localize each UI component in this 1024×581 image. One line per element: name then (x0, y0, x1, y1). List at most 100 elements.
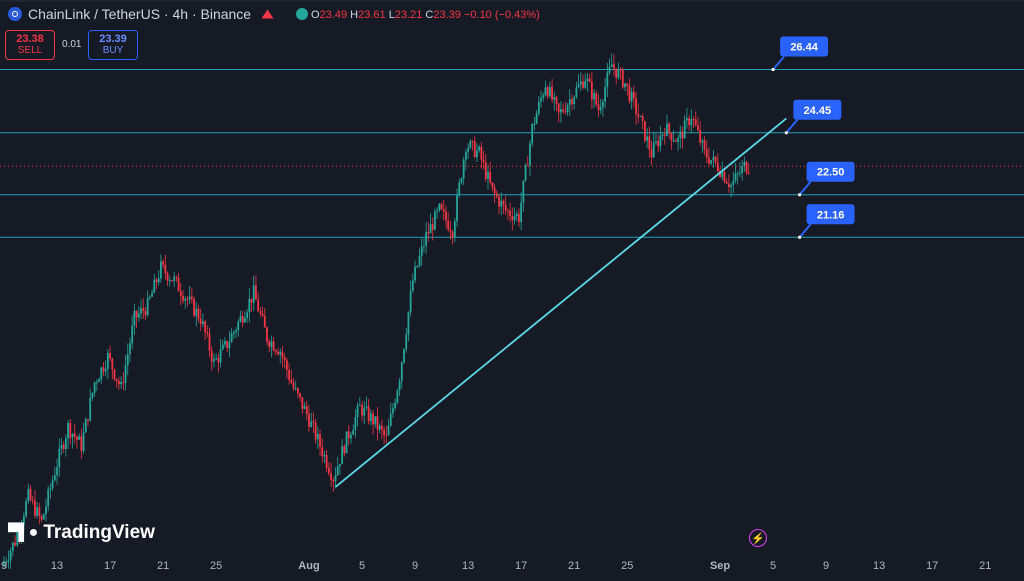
candle-body-2 (7, 560, 10, 562)
candle-body-139 (310, 421, 313, 427)
candle-body-284 (630, 91, 633, 102)
trendline (334, 117, 787, 488)
candle-body-141 (314, 422, 317, 440)
candle-body-195 (434, 211, 436, 230)
candle-body-80 (179, 291, 182, 296)
candle-body-203 (451, 232, 454, 238)
candle-body-274 (608, 67, 611, 73)
candle-body-106 (237, 321, 240, 331)
low-label: L (388, 9, 395, 21)
candle-body-73 (164, 264, 167, 274)
flag-icon[interactable] (261, 9, 274, 19)
candle-body-50 (113, 369, 116, 380)
level-anchor-dot-26.44 (771, 67, 775, 72)
candle-body-290 (644, 121, 646, 141)
candle-body-190 (423, 245, 425, 247)
close-value: 23.39 (433, 9, 461, 21)
buy-button[interactable]: 23.39 BUY (88, 30, 138, 60)
candle-body-175 (389, 413, 392, 426)
candle-body-318 (705, 149, 708, 158)
candle-body-24 (56, 467, 58, 476)
candle-body-153 (341, 446, 344, 465)
candle-body-233 (518, 213, 520, 223)
x-tick-label-2: 17 (104, 560, 116, 572)
candle-body-76 (171, 280, 173, 282)
candle-body-227 (504, 204, 507, 211)
candle-body-189 (420, 246, 423, 257)
candle-body-278 (617, 69, 620, 78)
candle-body-133 (297, 388, 299, 394)
candle-body-222 (493, 187, 496, 194)
candle-body-134 (299, 393, 302, 398)
candle-body-82 (184, 298, 187, 301)
candle-body-140 (312, 421, 315, 423)
candle-body-32 (73, 433, 76, 437)
candle-body-36 (82, 432, 85, 452)
candle-body-52 (118, 380, 120, 385)
horizontal-levels (0, 69, 1024, 238)
candle-body-167 (372, 413, 374, 425)
candle-body-58 (131, 325, 134, 344)
x-tick-label-17: 21 (979, 560, 991, 572)
candle-body-72 (162, 261, 165, 265)
x-tick-label-11: 25 (621, 560, 633, 572)
candle-body-193 (429, 224, 432, 234)
candle-body-86 (193, 298, 195, 316)
candle-body-288 (639, 116, 642, 118)
x-tick-label-5: Aug (298, 560, 319, 572)
candle-body-100 (224, 341, 226, 345)
candle-body-316 (701, 140, 704, 143)
candle-body-104 (232, 331, 235, 334)
chart-header: ChainLink / TetherUS · 4h · Binance O23.… (0, 0, 1024, 30)
candle-body-117 (261, 313, 264, 316)
candle-body-77 (173, 276, 176, 282)
candle-body-232 (515, 213, 518, 217)
candle-body-328 (727, 183, 730, 187)
candle-body-239 (531, 123, 534, 144)
candle-body-208 (462, 159, 465, 179)
candles (3, 53, 750, 570)
candle-body-337 (747, 172, 750, 174)
candle-body-215 (478, 146, 481, 151)
candle-body-113 (252, 285, 255, 303)
symbol-title[interactable]: ChainLink / TetherUS · 4h · Binance (28, 6, 252, 22)
candle-body-53 (120, 382, 123, 385)
candle-body-17 (40, 516, 43, 520)
candle-body-198 (440, 203, 443, 210)
candle-body-181 (403, 349, 405, 363)
candle-body-40 (91, 392, 94, 399)
bolt-icon[interactable]: ⚡ (749, 529, 767, 547)
candle-body-99 (221, 344, 224, 350)
candle-body-241 (535, 113, 538, 124)
candle-body-70 (157, 278, 160, 283)
candle-body-12 (29, 488, 32, 500)
candle-body-116 (259, 311, 262, 314)
candle-body-68 (153, 279, 156, 293)
sell-button[interactable]: 23.38 SELL (5, 30, 55, 60)
candle-body-185 (411, 280, 414, 291)
candle-body-182 (405, 334, 408, 350)
tradingview-logo[interactable]: ▀▌● TradingView (8, 522, 155, 544)
candle-body-199 (442, 209, 445, 212)
candle-body-230 (511, 216, 514, 221)
candle-body-188 (418, 256, 421, 266)
candle-body-6 (16, 532, 19, 546)
candle-body-273 (606, 72, 609, 88)
candle-body-126 (281, 351, 284, 358)
candle-body-259 (575, 87, 578, 98)
candle-body-130 (290, 379, 293, 383)
market-status-icon[interactable] (296, 8, 309, 20)
level-callout-pointer-21.16 (798, 223, 812, 238)
candle-body-57 (129, 343, 131, 355)
candle-body-11 (27, 488, 30, 502)
buy-price: 23.39 (99, 33, 127, 45)
symbol-bar[interactable]: ChainLink / TetherUS · 4h · Binance (8, 6, 309, 22)
spread-value: 0.01 (62, 39, 82, 50)
candle-body-84 (188, 296, 191, 300)
candle-body-119 (266, 327, 268, 342)
candle-body-45 (102, 367, 105, 372)
candle-body-301 (668, 123, 671, 133)
candle-body-287 (637, 113, 640, 117)
